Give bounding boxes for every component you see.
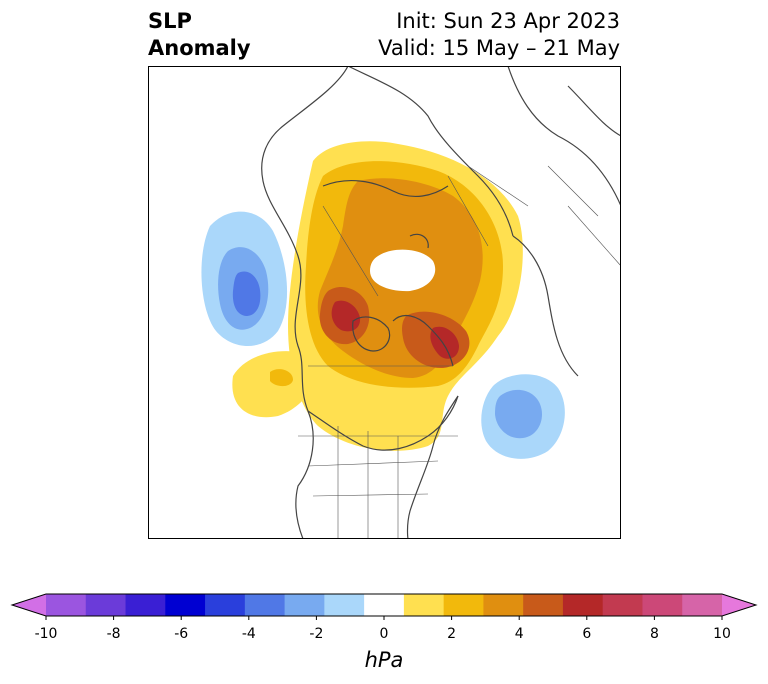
colorbar-outline (10, 593, 758, 617)
colorbar-segment (125, 594, 166, 616)
colorbar-segment (244, 594, 286, 616)
colorbar-tick-label: 8 (650, 626, 659, 642)
anomaly-fill-positive-5b (430, 326, 459, 359)
colorbar-segment (443, 594, 484, 616)
colorbar-segment (642, 594, 683, 616)
colorbar-segment (602, 594, 643, 616)
colorbar-segment (483, 594, 524, 616)
colorbar-segment (364, 594, 405, 616)
colorbar-tick-label: 4 (515, 626, 524, 642)
colorbar-extend-low (12, 594, 46, 616)
colorbar-segment (324, 594, 365, 616)
colorbar-segment (682, 594, 723, 616)
title-line-1: SLP (148, 9, 192, 33)
init-date: Init: Sun 23 Apr 2023 (396, 9, 620, 33)
political-borders (298, 165, 621, 539)
colorbar-tick-label: 6 (582, 626, 591, 642)
anomaly-fill-negative-pacific-3 (232, 271, 261, 316)
anomaly-map (148, 66, 621, 539)
valid-range: Valid: 15 May – 21 May (378, 36, 620, 60)
colorbar-segment (205, 594, 246, 616)
colorbar-extend-high (722, 594, 756, 616)
colorbar-tick-label: 10 (713, 626, 731, 642)
anomaly-fill-positive-2b (270, 369, 293, 387)
anomaly-fill-negative-atlantic-2 (495, 389, 543, 439)
colorbar-segment (46, 594, 87, 616)
coastlines (261, 66, 621, 539)
colorbar: -10 -8 -6 -4 -2 0 2 4 6 8 10 hPa (10, 593, 758, 672)
colorbar-units-label: hPa (365, 648, 404, 672)
colorbar-segment (165, 594, 206, 616)
colorbar-segment (85, 594, 127, 616)
colorbar-tick-label: -2 (309, 626, 323, 642)
colorbar-segment (284, 594, 325, 616)
colorbar-segment (562, 594, 604, 616)
colorbar-tick-label: 2 (447, 626, 456, 642)
colorbar-tick-label: -10 (35, 626, 58, 642)
forecast-dates: Init: Sun 23 Apr 2023 Valid: 15 May – 21… (378, 8, 620, 62)
colorbar-tick-label: -8 (107, 626, 121, 642)
colorbar-tick-label: -6 (174, 626, 188, 642)
anomaly-fill-neutral-arctic (370, 249, 436, 292)
colorbar-tick-label: -4 (242, 626, 256, 642)
title-line-2: Anomaly (148, 36, 251, 60)
colorbar-tick-label: 0 (380, 626, 389, 642)
colorbar-segment (523, 594, 564, 616)
colorbar-segment (403, 594, 445, 616)
map-title: SLP Anomaly (148, 8, 251, 62)
